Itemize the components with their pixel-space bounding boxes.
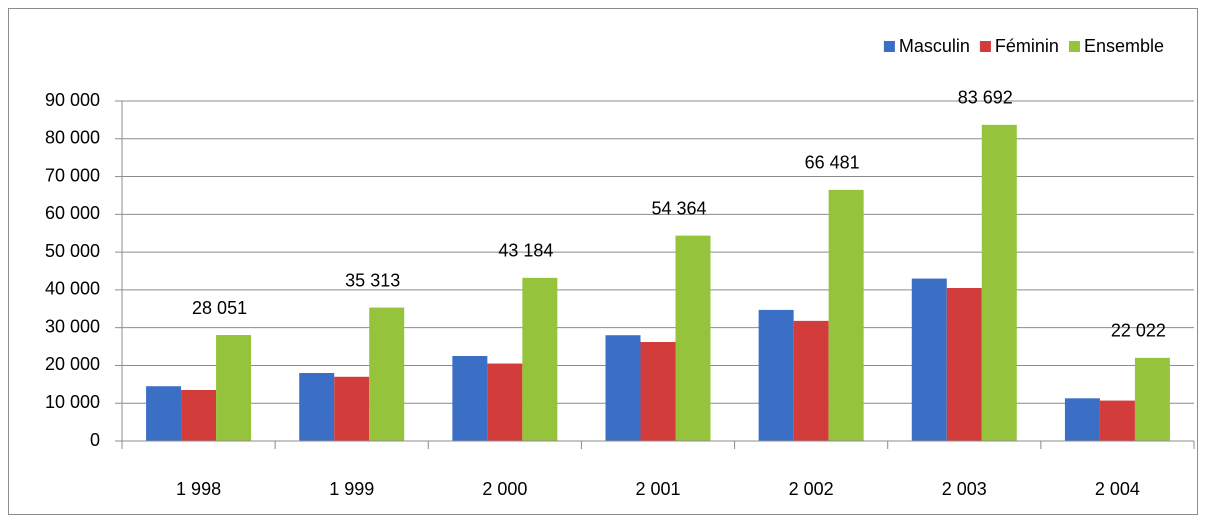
y-tick-label: 90 000: [45, 90, 100, 110]
x-tick-label: 2 003: [942, 479, 987, 499]
bar: [369, 307, 405, 441]
legend-swatch: [979, 41, 991, 52]
data-label: 54 364: [651, 198, 706, 218]
bar: [828, 189, 864, 441]
data-label: 35 313: [345, 270, 400, 290]
legend-label: Féminin: [995, 36, 1059, 56]
data-label: 22 022: [1111, 321, 1166, 341]
x-tick-label: 2 002: [789, 479, 834, 499]
bar: [452, 356, 488, 441]
y-tick-label: 10 000: [45, 392, 100, 412]
bar: [675, 235, 711, 441]
data-label: 43 184: [498, 241, 553, 261]
data-label: 83 692: [958, 88, 1013, 108]
y-tick-label: 50 000: [45, 241, 100, 261]
y-tick-label: 20 000: [45, 354, 100, 374]
y-tick-label: 60 000: [45, 203, 100, 223]
bar: [522, 277, 558, 441]
legend-label: Ensemble: [1084, 36, 1164, 56]
x-tick-label: 2 001: [635, 479, 680, 499]
bar: [758, 309, 794, 441]
bar: [605, 335, 641, 441]
x-tick-label: 2 004: [1095, 479, 1140, 499]
bar: [1099, 400, 1135, 441]
y-tick-label: 40 000: [45, 279, 100, 299]
data-label: 66 481: [805, 153, 860, 173]
y-tick-label: 80 000: [45, 128, 100, 148]
bar: [981, 124, 1017, 441]
bar: [299, 373, 335, 441]
legend-swatch: [1068, 41, 1080, 52]
y-tick-label: 70 000: [45, 165, 100, 185]
y-tick-label: 30 000: [45, 316, 100, 336]
bar: [793, 320, 829, 441]
bar: [146, 386, 182, 441]
legend-swatch: [883, 41, 895, 52]
x-tick-label: 2 000: [482, 479, 527, 499]
bar: [911, 278, 947, 441]
bar: [334, 376, 370, 441]
bar: [216, 335, 252, 441]
bar: [181, 390, 217, 441]
bar: [487, 363, 523, 441]
bar: [640, 342, 676, 441]
bar: [946, 288, 982, 441]
x-tick-label: 1 998: [176, 479, 221, 499]
bar: [1064, 398, 1100, 441]
legend-label: Masculin: [899, 36, 970, 56]
y-tick-label: 0: [90, 430, 100, 450]
x-tick-label: 1 999: [329, 479, 374, 499]
data-label: 28 051: [192, 298, 247, 318]
bar: [1134, 357, 1170, 441]
